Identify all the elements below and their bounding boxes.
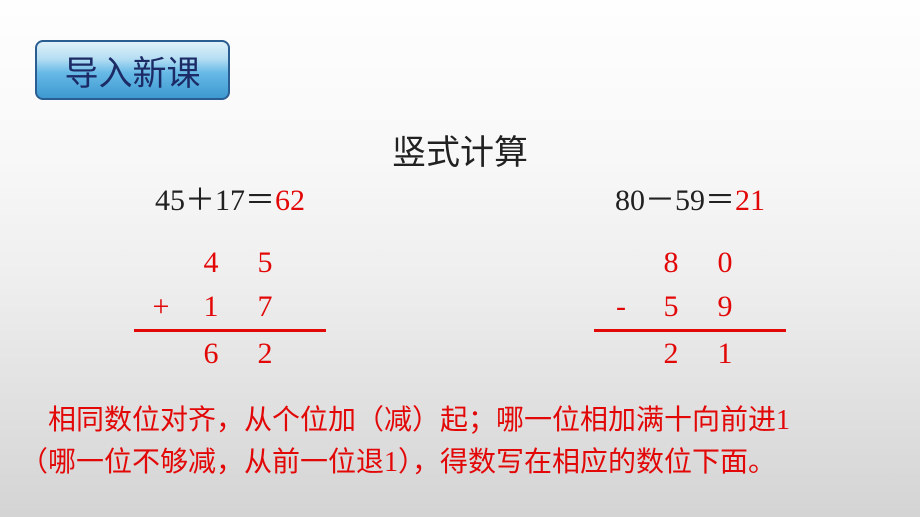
note-p3: ），得数写在相应的数位下面。 xyxy=(398,447,776,478)
r-r2b: 9 xyxy=(698,285,752,329)
right-equation: 80－59＝21 xyxy=(460,175,920,219)
right-operator: - xyxy=(598,285,644,329)
left-answer: 62 xyxy=(275,184,305,217)
left-operator: + xyxy=(138,285,184,329)
left-vertical: 4 5 + 1 7 6 2 xyxy=(0,241,460,376)
note-n2: 1 xyxy=(384,447,398,478)
left-equation: 45＋17＝62 xyxy=(0,175,460,219)
lesson-badge: 导入新课 xyxy=(35,40,230,100)
note-p1: 相同数位对齐，从个位加（减）起；哪一位相加满十向前进 xyxy=(20,405,776,436)
columns: 45＋17＝62 4 5 + 1 7 6 xyxy=(0,175,920,376)
left-table: 4 5 + 1 7 6 2 xyxy=(138,241,322,376)
l-r3a: 6 xyxy=(184,332,238,376)
l-r2b: 7 xyxy=(238,285,292,329)
right-answer: 21 xyxy=(735,184,765,217)
r-r3a: 2 xyxy=(644,332,698,376)
footer-note: 相同数位对齐，从个位加（减）起；哪一位相加满十向前进1 （哪一位不够减，从前一位… xyxy=(20,400,900,484)
slide-title: 竖式计算 xyxy=(0,125,920,174)
left-lhs: 45＋17＝ xyxy=(155,184,275,217)
l-r1b: 5 xyxy=(238,241,292,285)
r-r3b: 1 xyxy=(698,332,752,376)
l-r3b: 2 xyxy=(238,332,292,376)
right-column: 80－59＝21 8 0 - 5 9 2 xyxy=(460,175,920,376)
left-column: 45＋17＝62 4 5 + 1 7 6 xyxy=(0,175,460,376)
l-r1a: 4 xyxy=(184,241,238,285)
right-lhs: 80－59＝ xyxy=(615,184,735,217)
right-vertical: 8 0 - 5 9 2 1 xyxy=(460,241,920,376)
r-r1a: 8 xyxy=(644,241,698,285)
r-r2a: 5 xyxy=(644,285,698,329)
r-r1b: 0 xyxy=(698,241,752,285)
note-p2: （哪一位不够减，从前一位退 xyxy=(20,447,384,478)
note-n1: 1 xyxy=(776,405,790,436)
l-r2a: 1 xyxy=(184,285,238,329)
right-table: 8 0 - 5 9 2 1 xyxy=(598,241,782,376)
